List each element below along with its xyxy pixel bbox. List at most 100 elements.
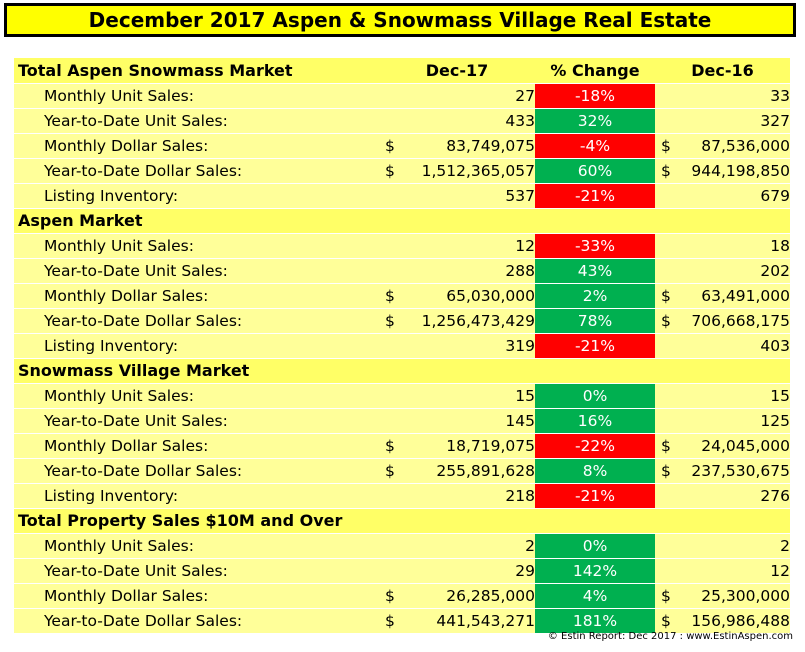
section-title: Total Aspen Snowmass Market xyxy=(14,58,379,84)
dec16-cell: 15 xyxy=(655,383,790,409)
dec16-cell: 327 xyxy=(655,108,790,134)
dec17-cell: $1,256,473,429 xyxy=(379,308,535,334)
section-title: Aspen Market xyxy=(14,208,379,234)
row-label: Monthly Unit Sales: xyxy=(14,83,379,109)
dec17-value: 441,543,271 xyxy=(436,611,535,630)
dec16-cell: $237,530,675 xyxy=(655,458,790,484)
dec16-value: 2 xyxy=(780,536,790,555)
dec17-cell: $26,285,000 xyxy=(379,583,535,609)
currency-symbol: $ xyxy=(661,611,671,630)
pct-change-cell: 78% xyxy=(535,308,655,334)
row-label: Monthly Unit Sales: xyxy=(14,233,379,259)
dec16-cell: $944,198,850 xyxy=(655,158,790,184)
dec16-value: 944,198,850 xyxy=(691,161,790,180)
pct-change-cell: 32% xyxy=(535,108,655,134)
pct-change-cell: 0% xyxy=(535,383,655,409)
currency-symbol: $ xyxy=(385,136,395,155)
pct-change-cell: -21% xyxy=(535,333,655,359)
money-cell: $441,543,271 xyxy=(379,612,535,630)
dec16-value: 156,986,488 xyxy=(691,611,790,630)
table-row: Year-to-Date Unit Sales: 29 142% 12 xyxy=(14,558,790,584)
currency-symbol: $ xyxy=(385,286,395,305)
currency-symbol: $ xyxy=(661,286,671,305)
pct-change-cell: 0% xyxy=(535,533,655,559)
row-label: Year-to-Date Unit Sales: xyxy=(14,408,379,434)
dec16-value: 25,300,000 xyxy=(701,586,790,605)
row-label: Monthly Dollar Sales: xyxy=(14,133,379,159)
table-row: Monthly Unit Sales: 27 -18% 33 xyxy=(14,83,790,109)
currency-symbol: $ xyxy=(385,436,395,455)
pct-change-cell: 8% xyxy=(535,458,655,484)
table-row: Monthly Unit Sales: 12 -33% 18 xyxy=(14,233,790,259)
dec17-value: 145 xyxy=(505,411,535,430)
dec17-value: 288 xyxy=(505,261,535,280)
dec16-cell: $87,536,000 xyxy=(655,133,790,159)
dec16-cell: 18 xyxy=(655,233,790,259)
column-header-dec16: Dec-16 xyxy=(655,58,790,84)
table-row: Year-to-Date Dollar Sales: $255,891,628 8%… xyxy=(14,458,790,484)
dec17-cell: 12 xyxy=(379,233,535,259)
dec16-value: 18 xyxy=(770,236,790,255)
table-row: Year-to-Date Unit Sales: 433 32% 327 xyxy=(14,108,790,134)
dec17-value: 65,030,000 xyxy=(446,286,535,305)
table-row: Monthly Dollar Sales: $18,719,075 -22% $24,… xyxy=(14,433,790,459)
section-header-row: Total Property Sales $10M and Over xyxy=(14,508,790,534)
dec16-value: 125 xyxy=(760,411,790,430)
currency-symbol: $ xyxy=(385,161,395,180)
pct-change-cell: 2% xyxy=(535,283,655,309)
dec17-cell: 433 xyxy=(379,108,535,134)
copyright-footer: © Estin Report: Dec 2017 : www.EstinAspe… xyxy=(547,631,793,642)
dec17-cell: 218 xyxy=(379,483,535,509)
currency-symbol: $ xyxy=(661,436,671,455)
row-label: Year-to-Date Dollar Sales: xyxy=(14,608,379,634)
money-cell: $1,512,365,057 xyxy=(379,162,535,180)
row-label: Listing Inventory: xyxy=(14,183,379,209)
money-cell: $63,491,000 xyxy=(655,287,790,305)
dec17-cell: $255,891,628 xyxy=(379,458,535,484)
real-estate-table: Total Aspen Snowmass Market Dec-17% Chang… xyxy=(14,58,790,634)
dec17-cell: 27 xyxy=(379,83,535,109)
money-cell: $1,256,473,429 xyxy=(379,312,535,330)
table-row: Year-to-Date Dollar Sales: $1,256,473,429… xyxy=(14,308,790,334)
table-row: Year-to-Date Unit Sales: 288 43% 202 xyxy=(14,258,790,284)
row-label: Monthly Unit Sales: xyxy=(14,383,379,409)
dec17-cell: 2 xyxy=(379,533,535,559)
row-label: Year-to-Date Unit Sales: xyxy=(14,558,379,584)
page-title: December 2017 Aspen & Snowmass Village R… xyxy=(4,3,796,37)
table-row: Year-to-Date Dollar Sales: $441,543,271 18… xyxy=(14,608,790,634)
dec16-cell: 679 xyxy=(655,183,790,209)
dec16-cell: $156,986,488 xyxy=(655,608,790,634)
pct-change-cell: 16% xyxy=(535,408,655,434)
dec16-cell: $24,045,000 xyxy=(655,433,790,459)
dec16-value: 679 xyxy=(760,186,790,205)
dec16-value: 63,491,000 xyxy=(701,286,790,305)
section-header-row: Total Aspen Snowmass Market Dec-17% Chang… xyxy=(14,58,790,84)
dec17-value: 319 xyxy=(505,336,535,355)
dec16-value: 237,530,675 xyxy=(691,461,790,480)
pct-change-cell: 181% xyxy=(535,608,655,634)
dec16-cell: 403 xyxy=(655,333,790,359)
dec17-cell: $65,030,000 xyxy=(379,283,535,309)
dec17-value: 26,285,000 xyxy=(446,586,535,605)
section-header-row: Aspen Market xyxy=(14,208,790,234)
dec16-value: 87,536,000 xyxy=(701,136,790,155)
dec17-cell: 537 xyxy=(379,183,535,209)
table-row: Listing Inventory: 218 -21% 276 xyxy=(14,483,790,509)
dec17-value: 255,891,628 xyxy=(436,461,535,480)
column-header-pct-change: % Change xyxy=(535,58,655,84)
section-title: Total Property Sales $10M and Over xyxy=(14,508,379,534)
row-label: Monthly Dollar Sales: xyxy=(14,433,379,459)
dec16-value: 276 xyxy=(760,486,790,505)
money-cell: $255,891,628 xyxy=(379,462,535,480)
pct-change-cell: -21% xyxy=(535,483,655,509)
dec16-cell: 125 xyxy=(655,408,790,434)
table-row: Listing Inventory: 537 -21% 679 xyxy=(14,183,790,209)
dec16-cell: $63,491,000 xyxy=(655,283,790,309)
dec17-cell: $441,543,271 xyxy=(379,608,535,634)
pct-change-cell: -33% xyxy=(535,233,655,259)
currency-symbol: $ xyxy=(385,311,395,330)
dec16-value: 327 xyxy=(760,111,790,130)
money-cell: $87,536,000 xyxy=(655,137,790,155)
dec16-cell: 202 xyxy=(655,258,790,284)
table-row: Monthly Unit Sales: 2 0% 2 xyxy=(14,533,790,559)
